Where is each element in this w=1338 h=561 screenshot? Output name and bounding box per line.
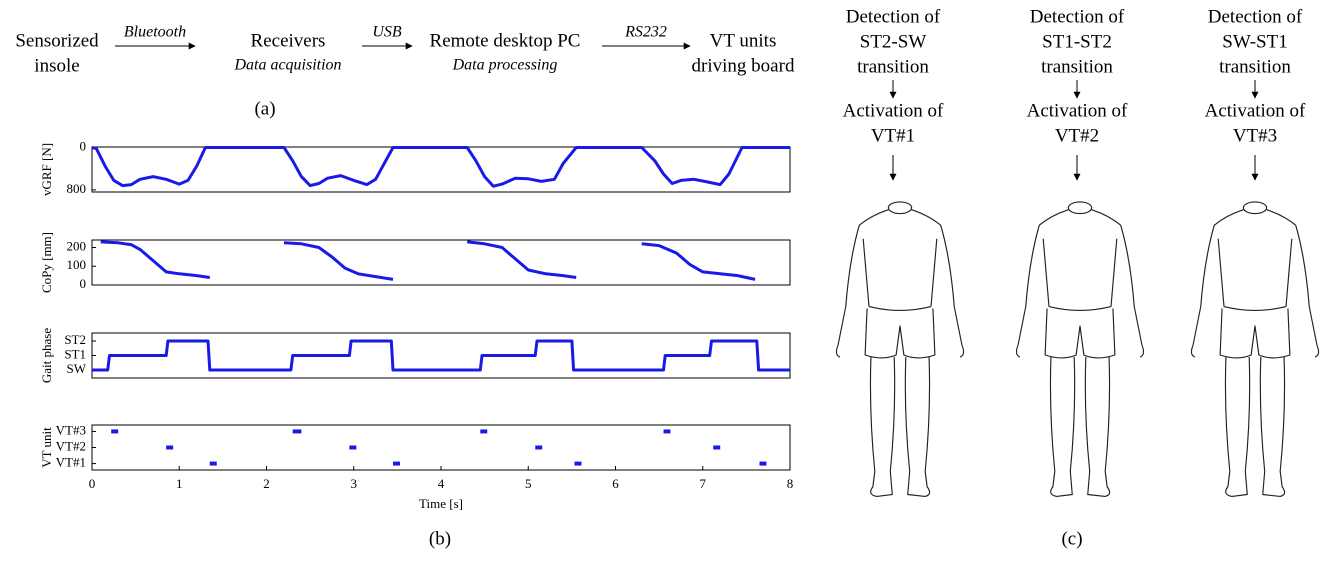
node-label: driving board xyxy=(692,55,795,76)
x-tick-label: 1 xyxy=(176,476,183,491)
y-tick-label: SW xyxy=(67,361,87,376)
edge-label: USB xyxy=(372,24,402,41)
detection-text: Detection of xyxy=(1030,6,1125,27)
x-tick-label: 4 xyxy=(438,476,445,491)
detection-text: transition xyxy=(857,56,929,77)
activation-text: Activation of xyxy=(1205,100,1306,121)
activation-text: Activation of xyxy=(1027,100,1128,121)
activation-text: Activation of xyxy=(843,100,944,121)
activation-text: VT#1 xyxy=(871,125,915,146)
x-tick-label: 3 xyxy=(351,476,358,491)
data-line xyxy=(100,240,756,281)
detection-text: Detection of xyxy=(1208,6,1303,27)
panel-label: (a) xyxy=(254,98,275,119)
body-figure xyxy=(1190,201,1320,498)
y-tick-label: 100 xyxy=(67,257,87,272)
plot-frame xyxy=(91,239,791,286)
y-tick-label: ST1 xyxy=(64,346,86,361)
edge-label: RS232 xyxy=(624,24,667,41)
y-tick-label: VT#1 xyxy=(56,455,86,470)
detection-text: ST2-SW xyxy=(860,31,927,52)
detection-text: transition xyxy=(1219,56,1291,77)
y-axis-label: VT unit xyxy=(39,427,54,468)
y-tick-label: 0 xyxy=(80,139,87,154)
node-label: VT units xyxy=(710,30,777,51)
x-tick-label: 0 xyxy=(89,476,96,491)
node-label: Remote desktop PC xyxy=(430,30,581,51)
x-tick-label: 8 xyxy=(787,476,794,491)
y-tick-label: 800 xyxy=(67,181,87,196)
y-tick-label: VT#3 xyxy=(56,422,86,437)
node-label: insole xyxy=(34,55,79,76)
detection-text: transition xyxy=(1041,56,1113,77)
body-figure xyxy=(1015,201,1145,498)
plot-frame xyxy=(91,146,791,193)
activation-text: VT#3 xyxy=(1233,125,1277,146)
plot-frame xyxy=(91,424,791,471)
body-figure xyxy=(835,201,965,498)
y-axis-label: Gait phase xyxy=(39,328,54,383)
data-line xyxy=(92,339,790,372)
edge-label: Bluetooth xyxy=(124,24,186,41)
node-label: Receivers xyxy=(251,30,326,51)
y-axis-label: CoPy [mm] xyxy=(39,232,54,293)
panel-label: (b) xyxy=(429,528,451,549)
node-label: Sensorized xyxy=(15,30,99,51)
y-tick-label: 200 xyxy=(67,238,87,253)
y-tick-label: VT#2 xyxy=(56,438,86,453)
x-axis-label: Time [s] xyxy=(419,496,463,511)
panel-label: (c) xyxy=(1061,528,1082,549)
y-tick-label: 0 xyxy=(80,276,87,291)
stages: Detection of ST2-SW transition Activation o… xyxy=(835,6,1320,549)
x-tick-label: 7 xyxy=(700,476,707,491)
plots: vGRF [N] 0 800 CoPy [mm] 0 100 200 Gait phase SW… xyxy=(39,139,793,550)
detection-text: ST1-ST2 xyxy=(1042,31,1112,52)
y-tick-label: ST2 xyxy=(64,332,86,347)
node-note: Data processing xyxy=(452,57,558,74)
data-line xyxy=(91,146,790,188)
activation-text: VT#2 xyxy=(1055,125,1099,146)
node-note: Data acquisition xyxy=(233,57,341,74)
detection-text: SW-ST1 xyxy=(1222,31,1287,52)
x-tick-label: 6 xyxy=(612,476,619,491)
y-axis-label: vGRF [N] xyxy=(39,143,54,196)
x-tick-label: 2 xyxy=(263,476,270,491)
flow-diagram: Sensorized insole Receivers Data acquisitio… xyxy=(15,24,795,120)
detection-text: Detection of xyxy=(846,6,941,27)
x-tick-label: 5 xyxy=(525,476,532,491)
